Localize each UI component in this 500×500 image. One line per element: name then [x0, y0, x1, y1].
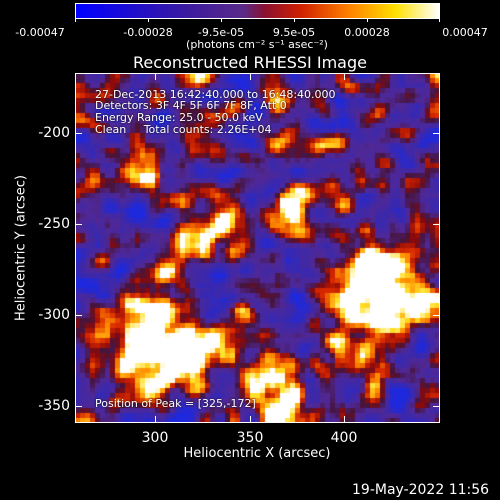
- x-tick-label: 400: [330, 430, 358, 446]
- colorbar-tick-label: 0.00028: [344, 26, 390, 39]
- footer-timestamp: 19-May-2022 11:56: [352, 482, 490, 498]
- y-tick-label: -250: [38, 216, 70, 232]
- method-label: Clean Total counts: 2.26E+04: [95, 123, 272, 136]
- rhessi-image: [75, 73, 440, 423]
- x-axis-title: Heliocentric X (arcsec): [183, 446, 331, 461]
- colorbar-tick-label: 0.00047: [442, 26, 488, 39]
- y-axis-title: Heliocentric Y (arcsec): [13, 175, 29, 321]
- rhessi-image-canvas: [75, 73, 440, 423]
- x-tick-label: 300: [141, 430, 169, 446]
- x-tick-label: 350: [236, 430, 264, 446]
- colorbar-tick-label: 9.5e-05: [272, 26, 316, 39]
- y-tick-label: -200: [38, 125, 70, 141]
- plot-title: Reconstructed RHESSI Image: [133, 53, 367, 72]
- y-tick-label: -350: [38, 398, 70, 414]
- colorbar-tick-label: -0.00028: [123, 26, 173, 39]
- time-range-label: 27-Dec-2013 16:42:40.000 to 16:48:40.000: [95, 88, 336, 101]
- detectors-label: Detectors: 3F 4F 5F 6F 7F 8F, Att 0: [95, 99, 287, 112]
- peak-position-label: Position of Peak = [325,-172]: [95, 397, 256, 410]
- energy-range-label: Energy Range: 25.0 - 50.0 keV: [95, 111, 263, 124]
- colorbar-units: (photons cm⁻² s⁻¹ asec⁻²): [186, 38, 328, 51]
- colorbar-tick-label: -0.00047: [15, 26, 65, 39]
- y-tick-label: -300: [38, 307, 70, 323]
- colorbar-tick-label: -9.5e-05: [197, 26, 245, 39]
- colorbar: [75, 3, 440, 19]
